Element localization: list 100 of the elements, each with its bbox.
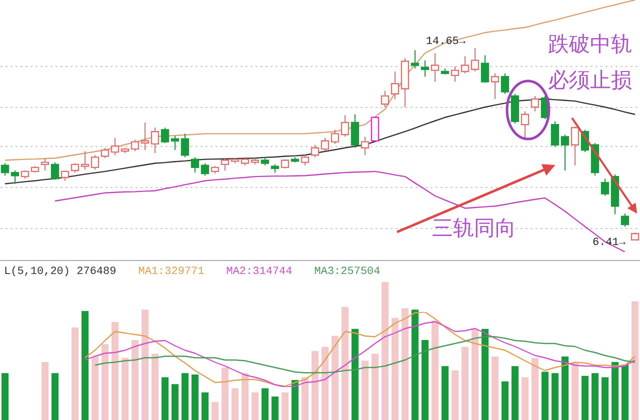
text: MA2:314744 (226, 266, 292, 278)
text: MA3:257504 (314, 266, 380, 278)
candlestick (350, 114, 360, 148)
bar (142, 310, 148, 420)
bar (52, 373, 58, 420)
bar (592, 373, 598, 420)
candlestick (390, 71, 400, 100)
bar (552, 373, 558, 420)
bar (282, 392, 288, 420)
bar (312, 351, 318, 420)
bar (122, 358, 128, 420)
bar (522, 377, 528, 420)
candlestick (310, 144, 320, 158)
bar (222, 368, 228, 420)
bar (392, 318, 398, 420)
candlestick (0, 162, 10, 176)
bar (502, 381, 508, 420)
bar (382, 282, 388, 420)
bar (572, 362, 578, 420)
candlestick (170, 135, 180, 150)
candlestick (330, 129, 340, 144)
bar (162, 377, 168, 420)
candlestick (570, 126, 580, 166)
annotation: 三轨同向 (432, 215, 516, 242)
candlestick (110, 137, 120, 156)
candlestick (490, 72, 500, 100)
bar (402, 308, 408, 420)
bar (362, 360, 368, 420)
candlestick (40, 158, 50, 171)
bar (582, 376, 588, 420)
bar (252, 392, 258, 420)
candlestick (150, 127, 160, 154)
candlestick (480, 54, 490, 84)
bar (622, 364, 628, 420)
bar (42, 362, 48, 420)
bar (602, 377, 608, 420)
candlestick (380, 90, 390, 108)
bar (532, 358, 538, 420)
bar (112, 322, 118, 420)
candlestick (430, 52, 440, 82)
candlestick (60, 170, 70, 182)
bar (152, 354, 158, 420)
candlestick (10, 170, 20, 184)
bar (172, 384, 178, 420)
candlestick (450, 66, 460, 82)
annotation: 跌破中轨 (548, 31, 632, 58)
candlestick (600, 178, 610, 196)
bar (372, 354, 378, 420)
candlestick (500, 72, 510, 94)
bar (342, 306, 348, 420)
bar (482, 328, 488, 420)
bar (542, 372, 548, 420)
candlestick (360, 136, 370, 156)
annotation: 必须止损 (548, 67, 632, 94)
candlestick (70, 162, 80, 174)
candlestick (130, 139, 140, 152)
candlestick (180, 133, 190, 158)
bar (272, 396, 278, 420)
candlestick (520, 110, 530, 140)
bar (632, 301, 638, 420)
candlestick (410, 50, 420, 69)
bar (192, 374, 198, 420)
bar (302, 377, 308, 420)
bar (452, 370, 458, 420)
candlestick (50, 162, 60, 180)
bar (562, 356, 568, 420)
candlestick (160, 127, 170, 144)
bar (492, 356, 498, 420)
candlestick (620, 212, 630, 228)
bar (212, 402, 218, 420)
bar (262, 388, 268, 420)
bar (232, 388, 238, 420)
bar (432, 320, 438, 420)
candlestick (80, 150, 90, 170)
bar (332, 336, 338, 420)
bar (412, 310, 418, 420)
candlestick (300, 154, 310, 166)
bar (102, 344, 108, 420)
bar (612, 362, 618, 420)
bar (472, 328, 478, 420)
bar (202, 392, 208, 420)
candlestick (220, 158, 230, 171)
candlestick (460, 56, 470, 74)
candlestick (370, 116, 380, 142)
bar (92, 356, 98, 420)
bar (242, 373, 248, 420)
candlestick (320, 137, 330, 152)
candlestick (340, 114, 350, 138)
text: MA1:329771 (138, 266, 204, 278)
candlestick (140, 122, 150, 150)
candlestick (470, 47, 480, 72)
bar (442, 366, 448, 420)
bar (462, 346, 468, 420)
candlestick (530, 95, 540, 112)
candlestick (560, 134, 570, 171)
candlestick (90, 154, 100, 170)
bar (72, 328, 78, 420)
bar (352, 328, 358, 420)
bar (82, 310, 88, 420)
candlestick (100, 147, 110, 159)
